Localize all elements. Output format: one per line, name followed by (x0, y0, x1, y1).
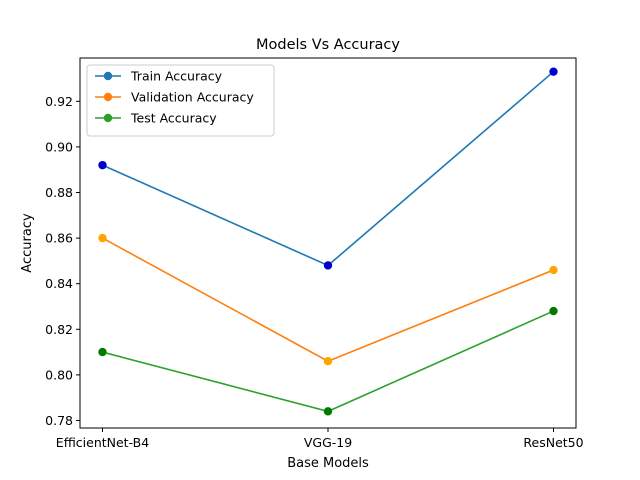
y-axis: 0.78 0.80 0.82 0.84 0.86 0.88 0.90 0.92 (45, 94, 80, 428)
legend-marker-validation-accuracy (103, 92, 113, 102)
legend-label-test-accuracy: Test Accuracy (130, 111, 217, 126)
legend: Train Accuracy Validation Accuracy Test Ac… (86, 64, 275, 137)
legend-marker-train-accuracy (103, 71, 113, 81)
point-validation-accuracy-vgg-19 (323, 357, 333, 366)
plot-area (79, 57, 577, 429)
point-test-accuracy-vgg-19 (323, 407, 333, 416)
legend-marker-test-accuracy (103, 113, 113, 123)
y-tick-label-3: 0.84 (45, 276, 73, 291)
y-tick-label-1: 0.80 (45, 367, 73, 382)
legend-label-train-accuracy: Train Accuracy (130, 69, 223, 84)
point-validation-accuracy-resnet50 (549, 265, 558, 275)
chart-title: Models Vs Accuracy (256, 37, 400, 53)
x-tick-label-resnet50: ResNet50 (523, 435, 583, 450)
legend-item-test-accuracy: Test Accuracy (95, 111, 217, 126)
x-axis: EfficientNet-B4 VGG-19 ResNet50 (56, 428, 584, 450)
point-train-accuracy-efficientnet-b4 (98, 160, 107, 170)
series-markers (98, 67, 558, 416)
point-test-accuracy-resnet50 (549, 306, 558, 316)
y-axis-label: Accuracy (20, 213, 35, 273)
y-tick-label-4: 0.86 (45, 231, 73, 246)
series-line-validation-accuracy (102, 237, 554, 363)
point-validation-accuracy-efficientnet-b4 (98, 233, 107, 243)
y-tick-label-7: 0.92 (45, 94, 73, 109)
y-tick-label-0: 0.78 (45, 413, 73, 428)
y-tick-label-2: 0.82 (45, 322, 73, 337)
y-tick-label-5: 0.88 (45, 185, 73, 200)
x-axis-label: Base Models (287, 456, 369, 471)
legend-label-validation-accuracy: Validation Accuracy (131, 90, 254, 105)
legend-item-validation-accuracy: Validation Accuracy (95, 90, 254, 105)
point-test-accuracy-efficientnet-b4 (98, 347, 107, 357)
x-tick-label-vgg-19: VGG-19 (304, 435, 352, 450)
point-train-accuracy-resnet50 (549, 67, 558, 76)
y-tick-label-6: 0.90 (45, 139, 73, 154)
point-train-accuracy-vgg-19 (323, 261, 333, 270)
legend-box (86, 64, 275, 137)
x-tick-label-efficientnet-b4: EfficientNet-B4 (56, 435, 149, 450)
legend-item-train-accuracy: Train Accuracy (95, 69, 223, 84)
